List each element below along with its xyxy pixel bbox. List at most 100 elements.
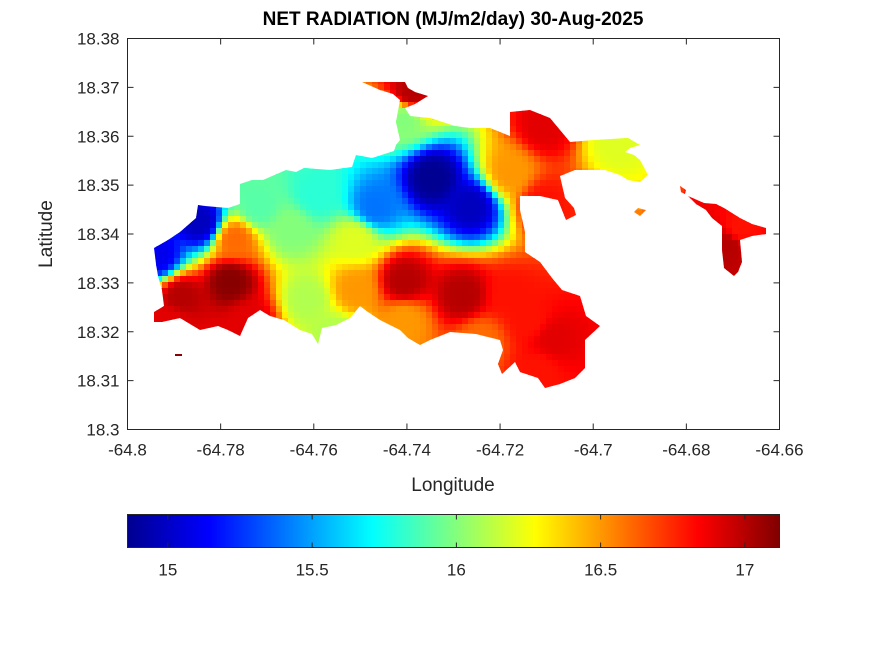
heat-cell [504, 222, 511, 229]
heat-cell [486, 180, 493, 187]
heat-cell [282, 246, 289, 253]
heat-cell [492, 252, 499, 259]
heat-cell [270, 294, 277, 301]
heat-cell [222, 252, 229, 259]
heat-cell [492, 180, 499, 187]
heat-cell [288, 246, 295, 253]
heat-cell [240, 282, 247, 289]
heat-cell [192, 294, 199, 301]
heat-cell [360, 294, 367, 301]
chart-title: NET RADIATION (MJ/m2/day) 30-Aug-2025 [263, 9, 644, 30]
heat-cell [306, 282, 313, 289]
heat-cell [564, 156, 571, 163]
heat-cell [576, 300, 583, 307]
heat-cell [174, 270, 181, 277]
heat-cell [630, 162, 637, 169]
heat-cell [174, 288, 181, 295]
heat-cell [486, 198, 493, 205]
heat-cell [510, 324, 517, 331]
heat-cell [738, 234, 745, 241]
heat-cell [294, 228, 301, 235]
heat-cell [372, 210, 379, 217]
heat-cell [582, 150, 589, 157]
heat-cell [516, 192, 523, 199]
heat-cell [432, 210, 439, 217]
heat-cell [276, 258, 283, 265]
heat-cell [222, 324, 229, 331]
heat-cell [450, 240, 457, 247]
heat-cell [318, 252, 325, 259]
heat-cell [438, 126, 445, 133]
heat-cell [210, 306, 217, 313]
heat-cell [504, 330, 511, 337]
heat-cell [276, 276, 283, 283]
heat-cell [450, 252, 457, 259]
heat-cell [300, 300, 307, 307]
heat-cell [330, 168, 337, 175]
heat-cell [516, 138, 523, 145]
heat-cell [486, 270, 493, 277]
heat-cell [510, 222, 517, 229]
heat-cell [480, 246, 487, 253]
heat-cell [300, 252, 307, 259]
heat-cell [306, 222, 313, 229]
heat-cell [282, 180, 289, 187]
heat-cell [414, 216, 421, 223]
heat-cell [564, 294, 571, 301]
heat-cell [258, 246, 265, 253]
heat-cell [312, 330, 319, 337]
heat-cell [240, 300, 247, 307]
heat-cell [504, 324, 511, 331]
heat-cell [408, 102, 415, 109]
heat-cell [420, 330, 427, 337]
heat-cell [258, 204, 265, 211]
heat-cell [420, 222, 427, 229]
heat-cell [450, 162, 457, 169]
heat-cell [510, 162, 517, 169]
heat-cell [480, 300, 487, 307]
heat-cell [390, 210, 397, 217]
heat-cell [396, 156, 403, 163]
heat-cell [498, 222, 505, 229]
heat-cell [408, 162, 415, 169]
heat-cell [468, 246, 475, 253]
heat-cell [342, 306, 349, 313]
heat-cell [474, 228, 481, 235]
heat-cell [528, 306, 535, 313]
heat-cell [534, 156, 541, 163]
heat-cell [240, 192, 247, 199]
heat-cell [378, 270, 385, 277]
heat-cell [294, 192, 301, 199]
heat-cell [234, 282, 241, 289]
heat-cell [732, 222, 739, 229]
heat-cell [432, 222, 439, 229]
heat-cell [252, 252, 259, 259]
heat-cell [342, 198, 349, 205]
heat-cell [408, 210, 415, 217]
heat-cell [510, 318, 517, 325]
heat-cell [204, 240, 211, 247]
heat-cell [438, 168, 445, 175]
heat-cell [558, 306, 565, 313]
heat-cell [540, 162, 547, 169]
heat-cell [552, 180, 559, 187]
heat-cell [444, 192, 451, 199]
heat-cell [306, 252, 313, 259]
heat-cell [300, 192, 307, 199]
heat-cell [180, 288, 187, 295]
heat-cell [192, 270, 199, 277]
heat-cell [420, 258, 427, 265]
heat-cell [396, 150, 403, 157]
heat-cell [222, 294, 229, 301]
heat-cell [420, 120, 427, 127]
heat-cell [426, 252, 433, 259]
heat-cell [522, 348, 529, 355]
heat-cell [372, 228, 379, 235]
heat-cell [732, 270, 739, 277]
heat-cell [450, 216, 457, 223]
heat-cell [510, 300, 517, 307]
heat-cell [456, 264, 463, 271]
heat-cell [528, 150, 535, 157]
heat-cell [402, 126, 409, 133]
heat-cell [480, 168, 487, 175]
